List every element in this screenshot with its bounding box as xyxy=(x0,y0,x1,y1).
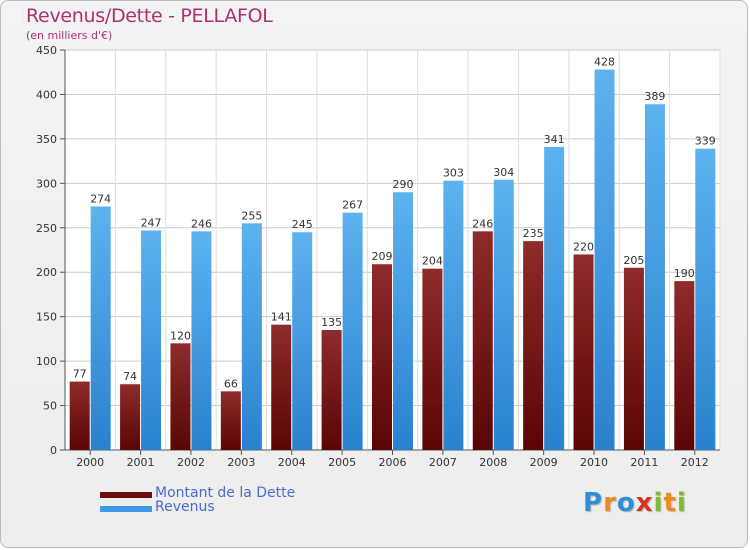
bar-revenue xyxy=(393,192,413,450)
data-label-debt: 141 xyxy=(271,311,292,324)
bar-debt xyxy=(69,381,90,450)
x-tick-label: 2007 xyxy=(429,456,457,469)
data-label-revenue: 274 xyxy=(90,192,111,205)
bar-debt xyxy=(372,264,392,450)
y-tick-label: 250 xyxy=(36,222,57,235)
bar-debt xyxy=(170,343,191,450)
x-tick-label: 2008 xyxy=(479,456,507,469)
data-label-revenue: 303 xyxy=(443,167,464,180)
chart-subtitle: (en milliers d'€) xyxy=(26,29,113,42)
x-tick-label: 2011 xyxy=(630,456,658,469)
logo-letter: t xyxy=(663,488,677,518)
bar-debt xyxy=(523,241,544,450)
bar-revenue xyxy=(443,180,464,450)
data-label-revenue: 290 xyxy=(393,178,414,191)
x-tick-label: 2012 xyxy=(681,456,709,469)
data-label-debt: 220 xyxy=(573,240,594,253)
logo-letter: x xyxy=(635,488,654,518)
proxiti-logo: Proxiti xyxy=(583,488,687,518)
data-label-revenue: 267 xyxy=(342,199,363,212)
x-tick-label: 2002 xyxy=(177,456,205,469)
chart-title: Revenus/Dette - PELLAFOL xyxy=(26,5,273,27)
data-label-revenue: 428 xyxy=(594,56,615,69)
x-tick-label: 2006 xyxy=(379,456,407,469)
legend-label-debt: Montant de la Dette xyxy=(155,485,296,501)
y-tick-label: 0 xyxy=(50,444,57,457)
bar-debt xyxy=(220,391,241,450)
bar-debt xyxy=(271,324,292,450)
data-label-debt: 77 xyxy=(73,368,87,381)
bar-revenue xyxy=(493,179,514,450)
data-label-debt: 190 xyxy=(674,267,695,280)
x-tick-label: 2009 xyxy=(530,456,558,469)
data-label-debt: 235 xyxy=(523,227,544,240)
bar-debt xyxy=(120,384,141,450)
y-tick-label: 200 xyxy=(36,266,57,279)
plot-area xyxy=(65,50,720,450)
logo-letter: i xyxy=(676,488,687,518)
y-tick-label: 400 xyxy=(36,88,57,101)
data-label-revenue: 247 xyxy=(141,216,162,229)
bar-revenue xyxy=(90,206,111,450)
bar-debt xyxy=(321,330,342,450)
logo-letter: r xyxy=(603,488,617,518)
data-label-debt: 74 xyxy=(123,370,137,383)
bar-revenue xyxy=(292,232,313,450)
data-label-revenue: 245 xyxy=(292,218,313,231)
axes: 0 50 100 150 200 250 300 350 400 450 2000 2001 2002 2… xyxy=(36,44,720,469)
x-tick-label: 2010 xyxy=(580,456,608,469)
bar-debt xyxy=(573,254,594,450)
x-tick-label: 2004 xyxy=(278,456,306,469)
bar-debt xyxy=(674,281,695,450)
logo-letter: i xyxy=(653,488,664,518)
data-label-revenue: 304 xyxy=(493,166,514,179)
data-label-debt: 246 xyxy=(472,217,493,230)
bar-revenue xyxy=(191,231,212,450)
legend-swatch-debt xyxy=(100,492,152,498)
data-label-debt: 205 xyxy=(623,254,644,267)
data-label-debt: 66 xyxy=(224,377,238,390)
x-tick-label: 2005 xyxy=(328,456,356,469)
bar-revenue xyxy=(644,104,665,450)
legend-swatch-revenue xyxy=(100,506,152,512)
data-label-debt: 209 xyxy=(372,250,393,263)
data-label-debt: 135 xyxy=(321,316,342,329)
logo-letter: P xyxy=(583,488,604,518)
y-tick-label: 300 xyxy=(36,177,57,190)
bar-revenue xyxy=(544,146,565,450)
data-label-revenue: 389 xyxy=(644,90,665,103)
grid-lines xyxy=(64,49,721,451)
bar-debt xyxy=(472,231,493,450)
bar-revenue xyxy=(342,212,363,450)
bar-debt xyxy=(422,268,443,450)
data-label-debt: 120 xyxy=(170,329,191,342)
data-label-revenue: 341 xyxy=(544,133,565,146)
bar-revenue xyxy=(141,230,162,450)
data-label-revenue: 339 xyxy=(695,135,716,148)
x-tick-label: 2001 xyxy=(127,456,155,469)
data-label-debt: 204 xyxy=(422,255,443,268)
logo-letter: o xyxy=(616,488,636,518)
bar-debt xyxy=(623,267,644,450)
legend-label-revenue: Revenus xyxy=(155,499,215,515)
y-tick-label: 150 xyxy=(36,311,57,324)
bar-revenue xyxy=(695,148,716,450)
x-tick-label: 2003 xyxy=(227,456,255,469)
y-tick-label: 350 xyxy=(36,133,57,146)
y-tick-label: 50 xyxy=(43,400,57,413)
y-tick-label: 100 xyxy=(36,355,57,368)
bar-chart: 0 50 100 150 200 250 300 350 400 450 2000 2001 2002 2… xyxy=(36,44,721,469)
data-label-revenue: 246 xyxy=(191,217,212,230)
x-tick-label: 2000 xyxy=(76,456,104,469)
bar-revenue xyxy=(241,223,262,450)
data-labels: 77 274 74 247 120 246 66 255 141 245 135 267 209 290 2… xyxy=(73,56,716,391)
y-tick-label: 450 xyxy=(36,44,57,57)
bar-revenue xyxy=(594,69,615,451)
data-label-revenue: 255 xyxy=(241,209,262,222)
bars xyxy=(69,69,716,451)
